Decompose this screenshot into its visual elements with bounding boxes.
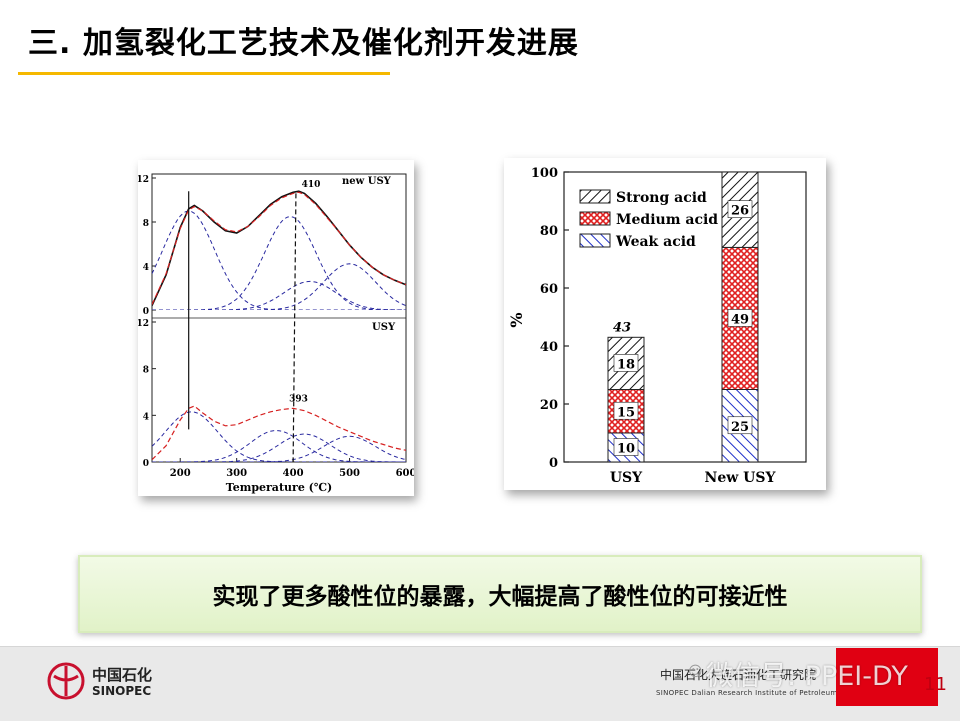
acid-bar-chart-panel: 0 20 40 60 80 100 USY New USY 10 15 18 43 25 49 26 St… bbox=[504, 158, 826, 490]
tpd-component-curve bbox=[152, 411, 406, 462]
institute-name-cn: 中国石化大连石油化工研究院 bbox=[660, 668, 817, 682]
legend-label: Weak acid bbox=[615, 234, 696, 250]
bar-y-tick-label: 40 bbox=[540, 340, 558, 355]
bar-value-box bbox=[613, 401, 639, 420]
footer-red-block bbox=[836, 648, 938, 706]
bar-value-label: 18 bbox=[617, 357, 635, 372]
legend-label: Strong acid bbox=[616, 190, 707, 206]
bar-value-label: 25 bbox=[731, 420, 749, 435]
bar-plot-frame bbox=[563, 171, 807, 463]
tpd-y-tick-label: 0 bbox=[143, 459, 149, 469]
bar-value-box bbox=[727, 416, 753, 435]
tpd-chart: 200 300 400 500 600 0 4 8 12 0 4 8 12 new USY USY 41… bbox=[136, 173, 416, 494]
tpd-component-curve bbox=[152, 280, 406, 310]
bar-value-label: 10 bbox=[617, 442, 635, 457]
tpd-component-curve bbox=[152, 433, 406, 462]
tpd-x-axis-label: Temperature (℃) bbox=[226, 481, 332, 494]
tpd-x-tick-label: 500 bbox=[339, 468, 360, 479]
page-number: 11 bbox=[924, 674, 947, 695]
tpd-x-tick-label: 300 bbox=[226, 468, 247, 479]
legend-swatch bbox=[579, 233, 611, 248]
bar-category-label: New USY bbox=[705, 470, 777, 486]
tpd-y-tick-label: 0 bbox=[143, 307, 149, 317]
bar-value-label: 15 bbox=[617, 405, 635, 420]
tpd-x-tick-label: 200 bbox=[170, 468, 191, 479]
bar-value-box bbox=[613, 354, 639, 372]
tpd-x-tick-label: 400 bbox=[283, 468, 304, 479]
tpd-top-peak-label: 410 bbox=[302, 180, 321, 190]
bar-y-tick-label: 20 bbox=[540, 398, 558, 413]
tpd-component-curve bbox=[152, 429, 406, 462]
institute-name-en: SINOPEC Dalian Research Institute of Pet… bbox=[656, 689, 914, 697]
tpd-top-panel-label: new USY bbox=[342, 176, 392, 187]
wechat-icon: ☺ bbox=[688, 664, 703, 680]
bar-y-tick-label: 0 bbox=[549, 456, 558, 471]
tpd-y-tick-label: 8 bbox=[143, 219, 149, 229]
sinopec-name-en: SINOPEC bbox=[92, 684, 152, 698]
tpd-component-curve bbox=[152, 263, 406, 310]
bar-y-axis-label: % bbox=[507, 312, 526, 327]
watermark-text: 微信号: PPEI-DY bbox=[706, 661, 908, 692]
tpd-chart-panel: 200 300 400 500 600 0 4 8 12 0 4 8 12 new USY USY 41… bbox=[136, 160, 416, 496]
bar-y-tick-label: 80 bbox=[540, 224, 558, 239]
tpd-series-curve bbox=[152, 191, 406, 305]
bar-value-label: 26 bbox=[731, 204, 749, 219]
tpd-y-tick-label: 8 bbox=[143, 366, 149, 376]
legend-swatch bbox=[579, 189, 611, 204]
bar-y-tick-label: 100 bbox=[531, 166, 558, 181]
tpd-y-tick-label: 12 bbox=[138, 319, 149, 329]
bar-value-box bbox=[727, 200, 753, 219]
tpd-high-temp-marker bbox=[292, 193, 297, 463]
sinopec-name-cn: 中国石化 bbox=[92, 666, 153, 684]
tpd-bottom-peak-label: 393 bbox=[289, 394, 308, 404]
tpd-component-curve bbox=[152, 435, 406, 462]
conclusion-banner: 实现了更多酸性位的暴露，大幅提高了酸性位的可接近性 bbox=[78, 555, 922, 633]
bar-total-label: 43 bbox=[613, 320, 631, 335]
acid-bar-chart: 0 20 40 60 80 100 USY New USY 10 15 18 43 25 49 26 St… bbox=[507, 166, 807, 486]
tpd-series-curve bbox=[152, 190, 406, 306]
bar-category-label: USY bbox=[610, 470, 643, 486]
legend-label: Medium acid bbox=[616, 212, 718, 228]
tpd-x-tick-label: 600 bbox=[396, 468, 414, 479]
title-underline bbox=[18, 72, 390, 75]
tpd-series-curve bbox=[152, 405, 406, 461]
bar-value-box bbox=[613, 438, 639, 456]
sinopec-logo-icon bbox=[47, 662, 85, 700]
page-title: 三. 加氢裂化工艺技术及催化剂开发进展 bbox=[28, 26, 579, 61]
tpd-y-tick-label: 4 bbox=[143, 263, 149, 273]
footer-bar bbox=[0, 646, 960, 721]
legend-swatch bbox=[579, 211, 611, 226]
tpd-y-tick-label: 12 bbox=[138, 175, 149, 185]
tpd-component-curve bbox=[152, 210, 406, 310]
bar-value-label: 49 bbox=[731, 312, 749, 327]
bar-y-tick-label: 60 bbox=[540, 282, 558, 297]
tpd-bottom-panel-label: USY bbox=[372, 322, 396, 333]
bar-value-box bbox=[727, 309, 753, 327]
tpd-y-tick-label: 4 bbox=[143, 412, 149, 422]
